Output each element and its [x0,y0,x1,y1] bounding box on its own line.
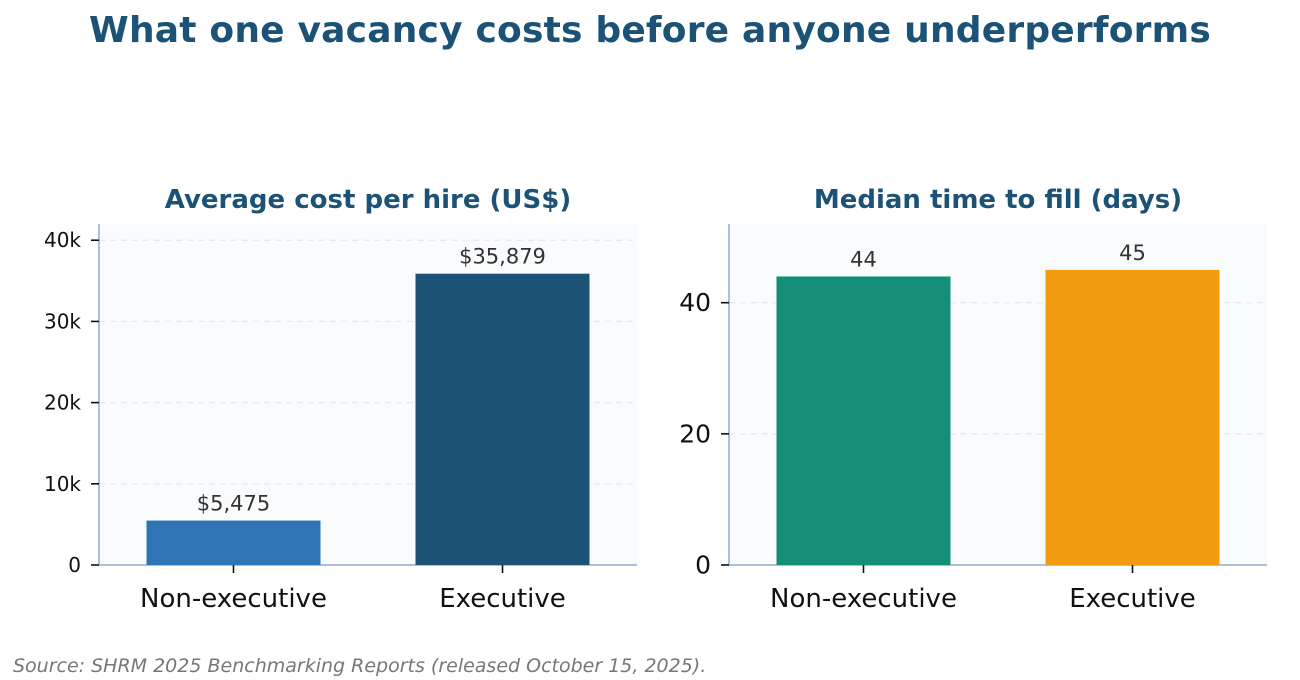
time-bar-1 [1045,269,1220,565]
cost-y-tick-label-3: 30k [44,309,81,333]
cost-y-tick-label-1: 10k [44,472,81,496]
cost-x-tick-label-1: Executive [439,584,566,614]
chart-main-title: What one vacancy costs before anyone und… [89,10,1211,51]
cost-y-tick-label-0: 0 [68,553,81,577]
cost-bar-0 [146,520,321,565]
time-bar-0 [776,276,951,565]
time-y-tick-label-0: 0 [695,551,711,580]
cost-data-label-1: $35,879 [459,245,546,269]
time-data-label-1: 45 [1119,241,1146,265]
cost-chart-title: Average cost per hire (US$) [165,185,571,215]
time-chart-title: Median time to fill (days) [814,185,1182,215]
cost-per-hire-panel: Average cost per hire (US$) 0 10k 20k 30k 40k… [44,185,637,614]
time-x-tick-label-1: Executive [1069,584,1196,614]
source-note: Source: SHRM 2025 Benchmarking Reports (… [13,655,707,677]
cost-y-tick-label-4: 40k [44,228,81,252]
cost-y-tick-label-2: 20k [44,391,81,415]
time-to-fill-panel: Median time to fill (days) 0 20 40 44 Non-exe… [679,185,1267,614]
cost-x-tick-label-0: Non-executive [140,584,327,614]
time-data-label-0: 44 [850,247,877,271]
time-y-tick-label-2: 40 [679,288,711,317]
cost-data-label-0: $5,475 [197,492,270,516]
time-x-tick-label-0: Non-executive [770,584,957,614]
cost-bar-1 [415,273,590,565]
time-y-tick-label-1: 20 [679,419,711,448]
